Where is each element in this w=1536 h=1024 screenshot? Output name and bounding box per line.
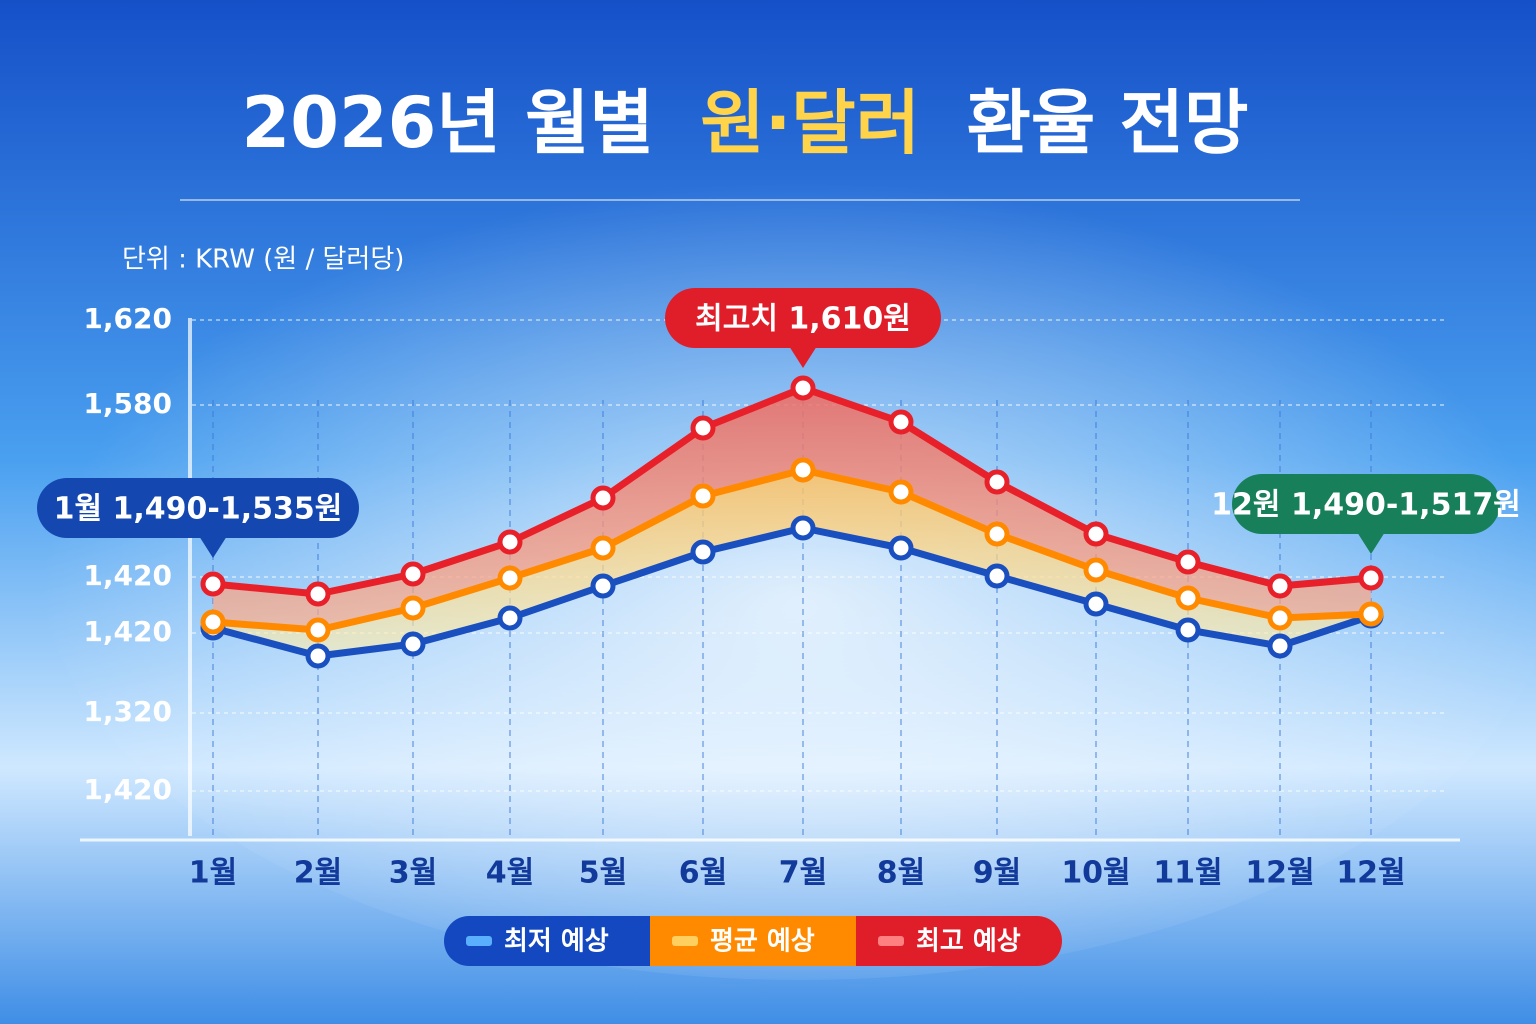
glow bbox=[40, 140, 1536, 980]
legend-swatch bbox=[672, 936, 698, 946]
x-tick-label: 7월 bbox=[779, 856, 827, 891]
series-marker bbox=[305, 643, 331, 669]
series-marker bbox=[888, 479, 914, 505]
series-marker bbox=[984, 563, 1010, 589]
unit-label: 단위 : KRW (원 / 달러당) bbox=[122, 245, 404, 275]
x-tick-label: 1월 bbox=[189, 856, 237, 891]
x-tick-label: 10월 bbox=[1061, 856, 1130, 891]
series-marker bbox=[790, 375, 816, 401]
series-marker bbox=[690, 415, 716, 441]
chart-title: 2026년 월별 원·달러 환율 전망 bbox=[242, 82, 1249, 164]
x-tick-label: 3월 bbox=[389, 856, 437, 891]
callout-box bbox=[37, 478, 359, 538]
series-marker bbox=[1175, 617, 1201, 643]
legend: 최저 예상 평균 예상 최고 예상 bbox=[444, 916, 1062, 966]
x-tick-label: 4월 bbox=[486, 856, 534, 891]
series-marker bbox=[984, 521, 1010, 547]
series-marker bbox=[590, 485, 616, 511]
callout-pointer bbox=[1357, 532, 1385, 554]
series-marker bbox=[790, 457, 816, 483]
series-marker bbox=[1083, 557, 1109, 583]
legend-label: 최저 예상 bbox=[504, 927, 609, 957]
title-part: 2026년 월별 bbox=[242, 82, 654, 164]
title-highlight: 원·달러 bbox=[700, 82, 920, 164]
series-marker bbox=[1358, 601, 1384, 627]
series-marker bbox=[400, 631, 426, 657]
series-marker bbox=[790, 515, 816, 541]
y-axis-label: 1,420 bbox=[83, 559, 172, 592]
series-marker bbox=[1175, 549, 1201, 575]
annotation: 최고치 1,610원 bbox=[695, 302, 911, 337]
series-marker bbox=[200, 571, 226, 597]
callout-pointer bbox=[789, 346, 817, 368]
y-axis-label: 1,420 bbox=[83, 615, 172, 648]
legend-swatch bbox=[466, 936, 492, 946]
series-marker bbox=[1267, 573, 1293, 599]
x-tick-label: 5월 bbox=[579, 856, 627, 891]
series-marker bbox=[200, 609, 226, 635]
series-marker bbox=[888, 409, 914, 435]
annotation: 1월 1,490-1,535원 bbox=[54, 492, 343, 527]
series-marker bbox=[305, 581, 331, 607]
y-axis-label: 1,420 bbox=[83, 773, 172, 806]
series-marker bbox=[690, 539, 716, 565]
series-marker bbox=[497, 565, 523, 591]
y-axis-label: 1,580 bbox=[83, 387, 172, 420]
x-tick-label: 9월 bbox=[973, 856, 1021, 891]
y-axis-label: 1,620 bbox=[83, 302, 172, 335]
series-marker bbox=[888, 535, 914, 561]
callout-pointer bbox=[199, 536, 227, 558]
legend-segment bbox=[484, 916, 650, 966]
title-part: 환율 전망 bbox=[966, 82, 1248, 164]
x-tick-label: 6월 bbox=[679, 856, 727, 891]
annotation: 12원 1,490-1,517원 bbox=[1211, 488, 1521, 523]
callout-box bbox=[665, 288, 941, 348]
series-marker bbox=[984, 469, 1010, 495]
series-marker bbox=[1175, 585, 1201, 611]
series-marker bbox=[590, 535, 616, 561]
series-marker bbox=[1358, 565, 1384, 591]
legend-label: 평균 예상 bbox=[710, 927, 815, 957]
x-tick-label: 2월 bbox=[294, 856, 342, 891]
series-marker bbox=[690, 483, 716, 509]
callout-box bbox=[1232, 474, 1500, 534]
x-tick-label: 12월 bbox=[1336, 856, 1405, 891]
legend-swatch bbox=[878, 936, 904, 946]
plot-area: 1,620 1,580 1,420 1,420 1,320 1,420 1월 2월 3월 4월 5월… bbox=[37, 288, 1521, 891]
series-marker bbox=[497, 605, 523, 631]
series-marker bbox=[1083, 521, 1109, 547]
series-marker bbox=[497, 529, 523, 555]
series-marker bbox=[1083, 591, 1109, 617]
series-marker bbox=[305, 617, 331, 643]
series-marker bbox=[1267, 605, 1293, 631]
series-marker bbox=[1267, 633, 1293, 659]
series-marker bbox=[400, 595, 426, 621]
x-tick-label: 12월 bbox=[1245, 856, 1314, 891]
series-marker bbox=[400, 561, 426, 587]
legend-label: 최고 예상 bbox=[916, 927, 1021, 957]
x-tick-label: 11월 bbox=[1153, 856, 1222, 891]
y-axis-label: 1,320 bbox=[83, 695, 172, 728]
series-marker bbox=[590, 573, 616, 599]
x-tick-label: 8월 bbox=[877, 856, 925, 891]
